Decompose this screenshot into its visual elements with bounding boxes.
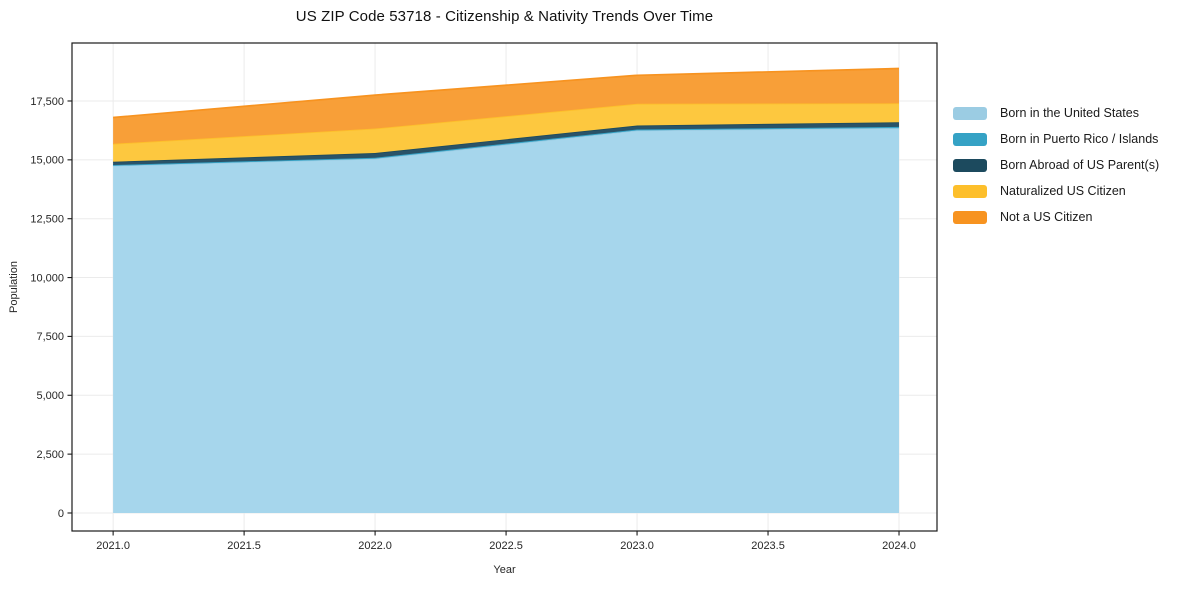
y-tick-label: 15,000 (30, 155, 64, 167)
legend-swatch (953, 132, 987, 146)
y-tick-label: 5,000 (36, 390, 64, 402)
legend-item-label: Born in the United States (1000, 106, 1139, 120)
area-series-4 (113, 67, 900, 144)
legend-item-label: Not a US Citizen (1000, 210, 1093, 224)
x-tick-label: 2021.5 (227, 540, 261, 552)
x-axis-ticks: 2021.0 2021.5 2022.0 2022.5 2023.0 2023.5 2024… (96, 531, 916, 552)
legend-swatch (953, 184, 987, 198)
legend-swatch (953, 158, 987, 172)
legend-item: Born in the United States (953, 100, 1159, 126)
area-fill (113, 128, 900, 513)
y-tick-label: 2,500 (36, 449, 64, 461)
x-tick-label: 2023.5 (751, 540, 785, 552)
area-series-0 (113, 127, 900, 513)
chart-title: US ZIP Code 53718 - Citizenship & Nativi… (295, 8, 714, 25)
x-tick-label: 2022.0 (358, 540, 392, 552)
legend-item-label: Born Abroad of US Parent(s) (1000, 158, 1160, 172)
legend-swatch (953, 210, 987, 224)
y-axis-ticks: 0 2,500 5,000 7,500 10,000 12,500 15,000 17,500 (30, 96, 72, 520)
x-axis-label: Year (493, 564, 516, 576)
x-tick-label: 2022.5 (489, 540, 523, 552)
y-tick-label: 12,500 (30, 214, 64, 226)
legend-item-label: Naturalized US Citizen (1000, 184, 1126, 198)
legend-item: Not a US Citizen (953, 204, 1159, 230)
legend-item: Born Abroad of US Parent(s) (953, 152, 1159, 178)
y-axis-label: Population (8, 261, 20, 313)
y-tick-label: 0 (58, 508, 64, 520)
area-fill (113, 122, 900, 165)
y-tick-label: 10,000 (30, 272, 64, 284)
area-edge-line (113, 67, 900, 119)
area-fill (113, 103, 900, 162)
legend-item-label: Born in Puerto Rico / Islands (1000, 132, 1159, 146)
y-tick-label: 7,500 (36, 331, 64, 343)
x-tick-label: 2023.0 (620, 540, 654, 552)
plot-border (71, 42, 938, 532)
legend: Born in the United States Born in Puerto… (953, 100, 1159, 230)
y-tick-label: 17,500 (30, 96, 64, 108)
area-fill (113, 68, 900, 144)
x-tick-label: 2024.0 (882, 540, 916, 552)
legend-item: Born in Puerto Rico / Islands (953, 126, 1159, 152)
x-tick-label: 2021.0 (96, 540, 130, 552)
legend-swatch (953, 106, 987, 120)
legend-item: Naturalized US Citizen (953, 178, 1159, 204)
